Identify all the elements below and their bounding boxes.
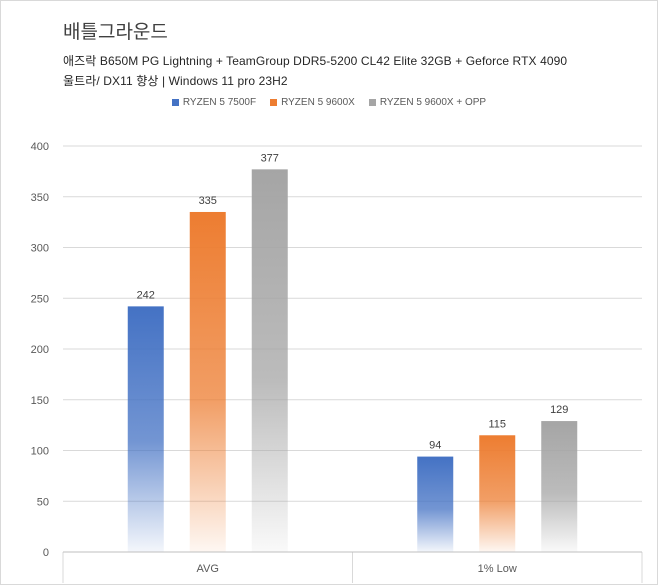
- legend-swatch-series-3: [368, 99, 376, 106]
- legend-label-series-3: RYZEN 5 9600X + OPP: [379, 97, 487, 108]
- legend-label-series-1: RYZEN 5 7500F: [182, 97, 257, 108]
- y-tick-label: 50: [37, 496, 49, 508]
- bar-2-2: [479, 435, 516, 552]
- y-tick-label: 100: [31, 446, 49, 458]
- data-label: 115: [488, 418, 506, 430]
- data-label: 242: [137, 289, 155, 301]
- data-label: 94: [429, 440, 441, 452]
- legend-swatch-series-1: [171, 99, 179, 106]
- y-tick-label: 350: [31, 192, 49, 204]
- y-tick-label: 400: [31, 141, 49, 153]
- bar-1-2: [417, 456, 454, 552]
- y-tick-label: 200: [31, 344, 49, 356]
- category-label: AVG: [197, 563, 219, 575]
- chart-legend: RYZEN 5 7500F RYZEN 5 9600X RYZEN 5 9600…: [1, 97, 657, 108]
- bar-2-1: [189, 211, 226, 552]
- bar-1-1: [127, 306, 164, 552]
- bar-3-2: [541, 421, 578, 552]
- legend-item-series-1: RYZEN 5 7500F: [171, 97, 257, 108]
- y-tick-label: 0: [43, 547, 49, 559]
- data-label: 129: [550, 404, 568, 416]
- legend-item-series-3: RYZEN 5 9600X + OPP: [368, 97, 487, 108]
- chart-subtitle-line-2: 울트라/ DX11 향상 | Windows 11 pro 23H2: [63, 74, 288, 88]
- chart-subtitle-line-1: 애즈락 B650M PG Lightning + TeamGroup DDR5-…: [63, 54, 568, 68]
- data-label: 335: [199, 195, 217, 207]
- chart-title: 배틀그라운드: [63, 22, 168, 43]
- y-tick-label: 300: [31, 243, 49, 255]
- category-label: 1% Low: [478, 563, 517, 575]
- legend-item-series-2: RYZEN 5 9600X: [270, 97, 355, 108]
- data-label: 377: [261, 152, 279, 164]
- legend-label-series-2: RYZEN 5 9600X: [281, 97, 355, 108]
- legend-swatch-series-2: [270, 99, 278, 106]
- y-tick-label: 250: [31, 293, 49, 305]
- bar-3-1: [251, 169, 288, 552]
- y-tick-label: 150: [31, 395, 49, 407]
